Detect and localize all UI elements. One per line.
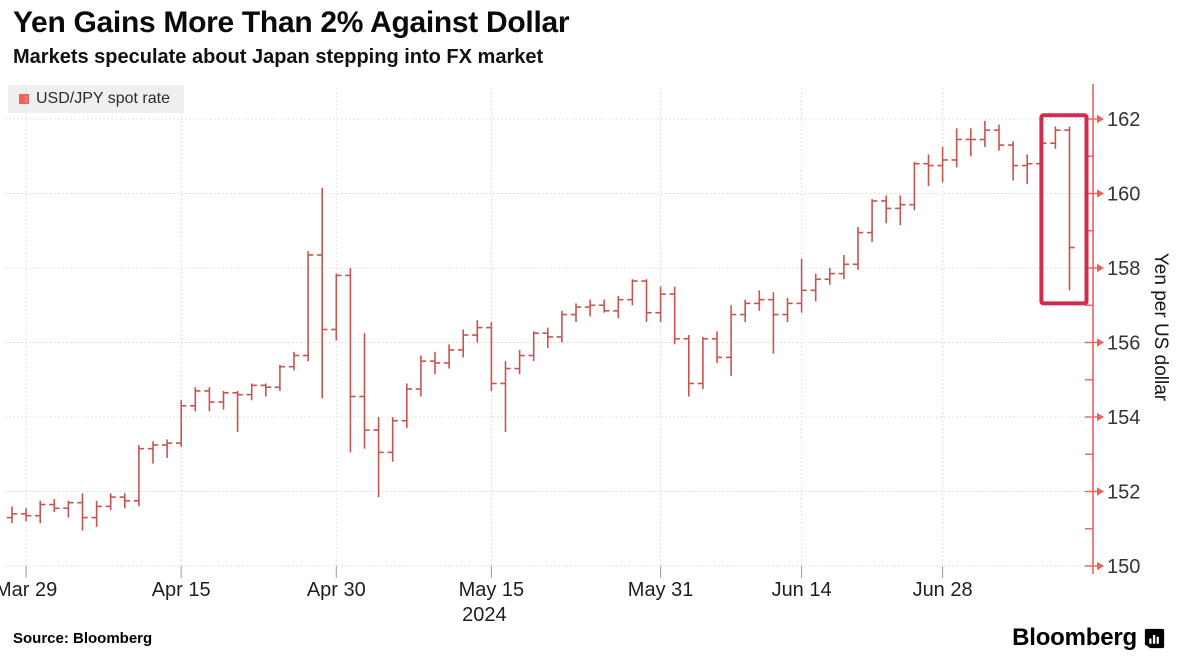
bloomberg-logo-text: Bloomberg — [1012, 624, 1137, 651]
legend-label: USD/JPY spot rate — [36, 90, 170, 107]
bloomberg-logo-icon — [1144, 628, 1165, 648]
svg-text:Jun 28: Jun 28 — [913, 579, 973, 601]
svg-text:Apr 30: Apr 30 — [307, 579, 366, 601]
page-title: Yen Gains More Than 2% Against Dollar — [13, 6, 570, 39]
legend-swatch-icon — [19, 94, 29, 104]
svg-text:May 31: May 31 — [628, 579, 694, 601]
legend: USD/JPY spot rate — [8, 85, 184, 113]
svg-text:154: 154 — [1107, 407, 1140, 429]
svg-text:Jun 14: Jun 14 — [772, 579, 832, 601]
bloomberg-logo: Bloomberg — [1012, 624, 1165, 652]
svg-text:160: 160 — [1107, 184, 1140, 206]
svg-text:2024: 2024 — [462, 604, 507, 626]
page-subtitle: Markets speculate about Japan stepping i… — [13, 46, 544, 68]
svg-text:May 15: May 15 — [459, 579, 525, 601]
svg-text:152: 152 — [1107, 482, 1140, 504]
svg-text:162: 162 — [1107, 109, 1140, 131]
svg-text:150: 150 — [1107, 556, 1140, 578]
svg-text:156: 156 — [1107, 333, 1140, 355]
svg-text:Apr 15: Apr 15 — [152, 579, 211, 601]
source-text: Source: Bloomberg — [13, 630, 153, 647]
svg-text:158: 158 — [1107, 258, 1140, 280]
svg-text:Yen per US dollar: Yen per US dollar — [1150, 253, 1171, 402]
svg-text:Mar 29: Mar 29 — [0, 579, 57, 601]
